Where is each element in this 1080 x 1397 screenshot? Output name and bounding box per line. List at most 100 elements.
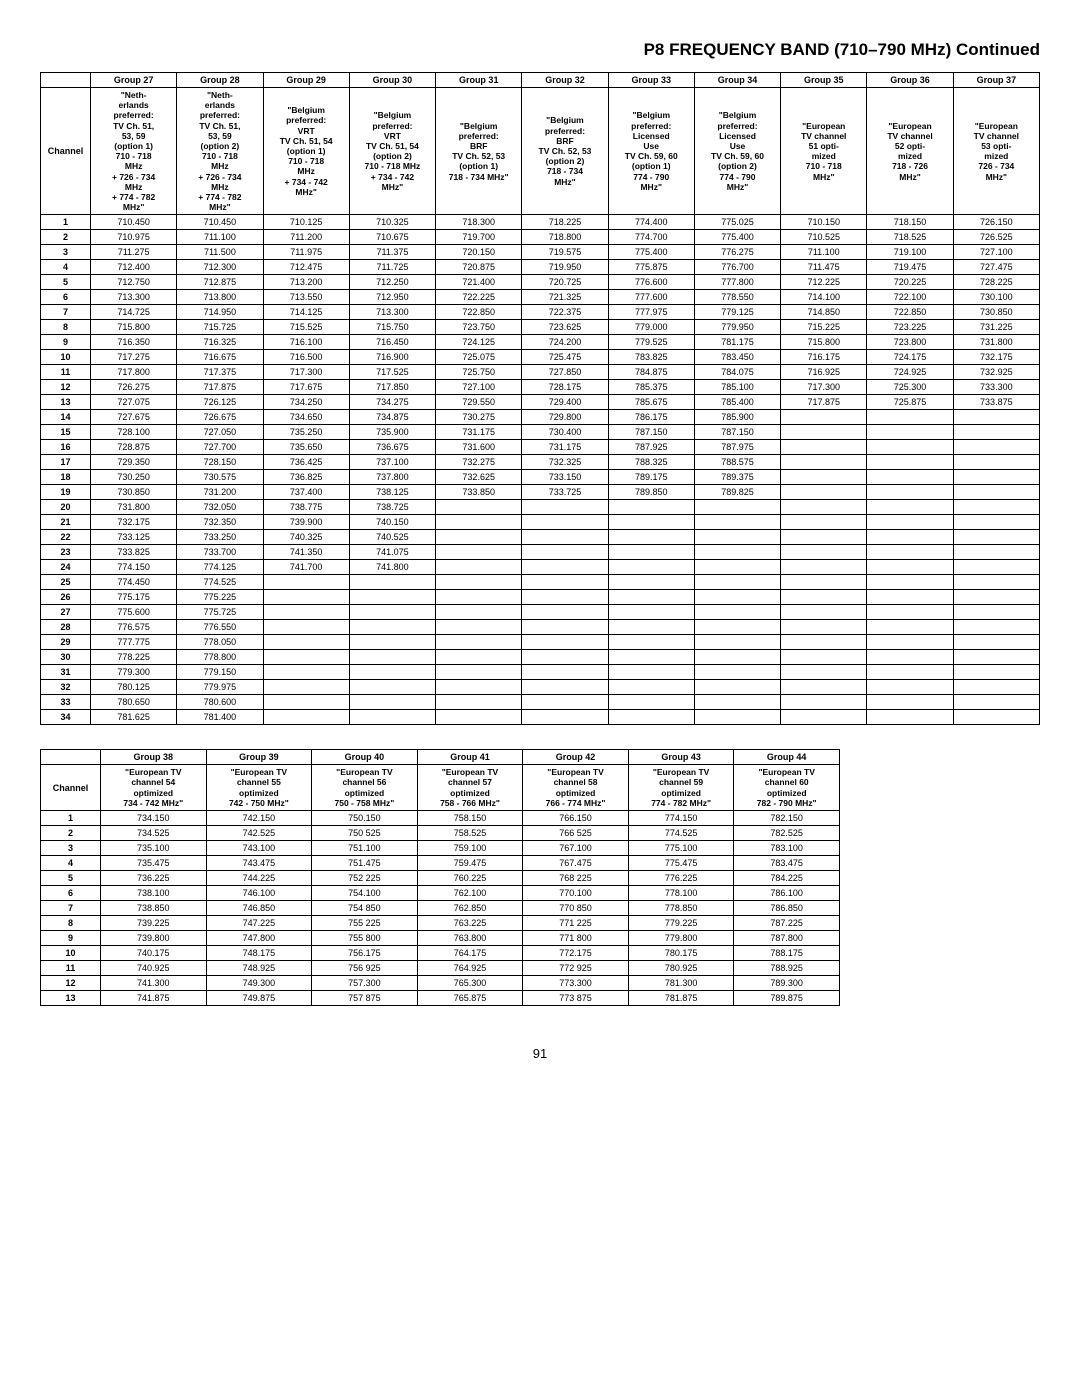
frequency-cell: 783.825	[608, 350, 694, 365]
table-row: 22733.125733.250740.325740.525	[41, 530, 1040, 545]
group-description: "Neth- erlands preferred: TV Ch. 51, 53,…	[91, 88, 177, 215]
frequency-cell: 766.150	[523, 811, 629, 826]
table-row: 17729.350728.150736.425737.100732.275732…	[41, 455, 1040, 470]
frequency-cell: 738.125	[349, 485, 435, 500]
frequency-cell	[953, 665, 1039, 680]
page-number: 91	[40, 1046, 1040, 1061]
frequency-cell: 716.325	[177, 335, 263, 350]
frequency-cell: 710.675	[349, 230, 435, 245]
group-description: "European TV channel 52 opti- mized 718 …	[867, 88, 953, 215]
group-description: "Belgium preferred: BRF TV Ch. 52, 53 (o…	[522, 88, 608, 215]
frequency-cell: 720.875	[436, 260, 522, 275]
frequency-cell: 776.700	[694, 260, 780, 275]
frequency-cell: 780.925	[628, 961, 734, 976]
table-row: 11740.925748.925756 925764.925772 925780…	[41, 961, 840, 976]
frequency-table-1: Group 27Group 28Group 29Group 30Group 31…	[40, 72, 1040, 725]
frequency-cell	[694, 515, 780, 530]
table-row: 28776.575776.550	[41, 620, 1040, 635]
frequency-cell: 711.100	[177, 230, 263, 245]
frequency-cell: 785.100	[694, 380, 780, 395]
row-channel: 6	[41, 290, 91, 305]
table-row: 2734.525742.525750 525758.525766 525774.…	[41, 826, 840, 841]
frequency-cell	[608, 710, 694, 725]
table-row: 20731.800732.050738.775738.725	[41, 500, 1040, 515]
frequency-cell	[867, 470, 953, 485]
frequency-cell: 741.350	[263, 545, 349, 560]
frequency-cell	[608, 605, 694, 620]
group-description: "European TV channel 58 optimized 766 - …	[523, 765, 629, 811]
frequency-cell	[694, 650, 780, 665]
frequency-cell	[953, 500, 1039, 515]
frequency-cell: 720.225	[867, 275, 953, 290]
frequency-cell	[263, 695, 349, 710]
frequency-cell: 738.775	[263, 500, 349, 515]
frequency-cell: 723.750	[436, 320, 522, 335]
frequency-cell: 779.150	[177, 665, 263, 680]
frequency-cell: 715.725	[177, 320, 263, 335]
frequency-cell: 787.150	[608, 425, 694, 440]
frequency-cell: 783.450	[694, 350, 780, 365]
frequency-cell: 774.450	[91, 575, 177, 590]
frequency-cell: 771 225	[523, 916, 629, 931]
frequency-cell	[263, 635, 349, 650]
frequency-cell	[436, 650, 522, 665]
frequency-cell: 726.125	[177, 395, 263, 410]
row-channel: 32	[41, 680, 91, 695]
frequency-cell: 732.175	[91, 515, 177, 530]
frequency-cell: 760.225	[417, 871, 523, 886]
frequency-cell: 751.475	[312, 856, 418, 871]
frequency-cell: 722.100	[867, 290, 953, 305]
frequency-cell: 726.675	[177, 410, 263, 425]
frequency-cell	[867, 650, 953, 665]
frequency-cell	[867, 425, 953, 440]
frequency-cell: 786.850	[734, 901, 840, 916]
frequency-cell: 774.150	[91, 560, 177, 575]
frequency-cell	[522, 635, 608, 650]
table-row: 6713.300713.800713.550712.950722.225721.…	[41, 290, 1040, 305]
frequency-cell	[953, 605, 1039, 620]
frequency-cell	[953, 695, 1039, 710]
frequency-cell: 712.750	[91, 275, 177, 290]
frequency-cell: 717.875	[781, 395, 867, 410]
frequency-cell	[867, 455, 953, 470]
frequency-cell: 781.300	[628, 976, 734, 991]
frequency-cell: 763.225	[417, 916, 523, 931]
table-row: 30778.225778.800	[41, 650, 1040, 665]
frequency-cell: 756.175	[312, 946, 418, 961]
frequency-cell: 789.850	[608, 485, 694, 500]
frequency-cell: 717.375	[177, 365, 263, 380]
frequency-cell: 720.150	[436, 245, 522, 260]
row-channel: 30	[41, 650, 91, 665]
frequency-cell: 711.100	[781, 245, 867, 260]
row-channel: 9	[41, 931, 101, 946]
frequency-cell: 717.300	[781, 380, 867, 395]
frequency-cell: 730.575	[177, 470, 263, 485]
frequency-cell: 732.925	[953, 365, 1039, 380]
frequency-cell	[867, 620, 953, 635]
frequency-cell: 718.525	[867, 230, 953, 245]
frequency-cell: 783.100	[734, 841, 840, 856]
frequency-cell	[781, 545, 867, 560]
frequency-cell: 758.150	[417, 811, 523, 826]
frequency-cell: 740.175	[101, 946, 207, 961]
frequency-cell: 740.525	[349, 530, 435, 545]
frequency-cell	[522, 665, 608, 680]
frequency-cell: 727.100	[436, 380, 522, 395]
frequency-cell: 751.100	[312, 841, 418, 856]
frequency-cell: 739.800	[101, 931, 207, 946]
frequency-cell: 774.525	[628, 826, 734, 841]
frequency-cell: 782.150	[734, 811, 840, 826]
frequency-cell: 748.175	[206, 946, 312, 961]
frequency-cell: 737.100	[349, 455, 435, 470]
frequency-cell	[694, 635, 780, 650]
frequency-cell: 732.350	[177, 515, 263, 530]
frequency-cell: 759.100	[417, 841, 523, 856]
table-row: 9739.800747.800755 800763.800771 800779.…	[41, 931, 840, 946]
frequency-cell: 736.825	[263, 470, 349, 485]
frequency-cell: 784.875	[608, 365, 694, 380]
frequency-cell: 780.175	[628, 946, 734, 961]
frequency-cell: 730.275	[436, 410, 522, 425]
frequency-cell: 711.375	[349, 245, 435, 260]
frequency-cell	[953, 710, 1039, 725]
frequency-cell: 775.600	[91, 605, 177, 620]
